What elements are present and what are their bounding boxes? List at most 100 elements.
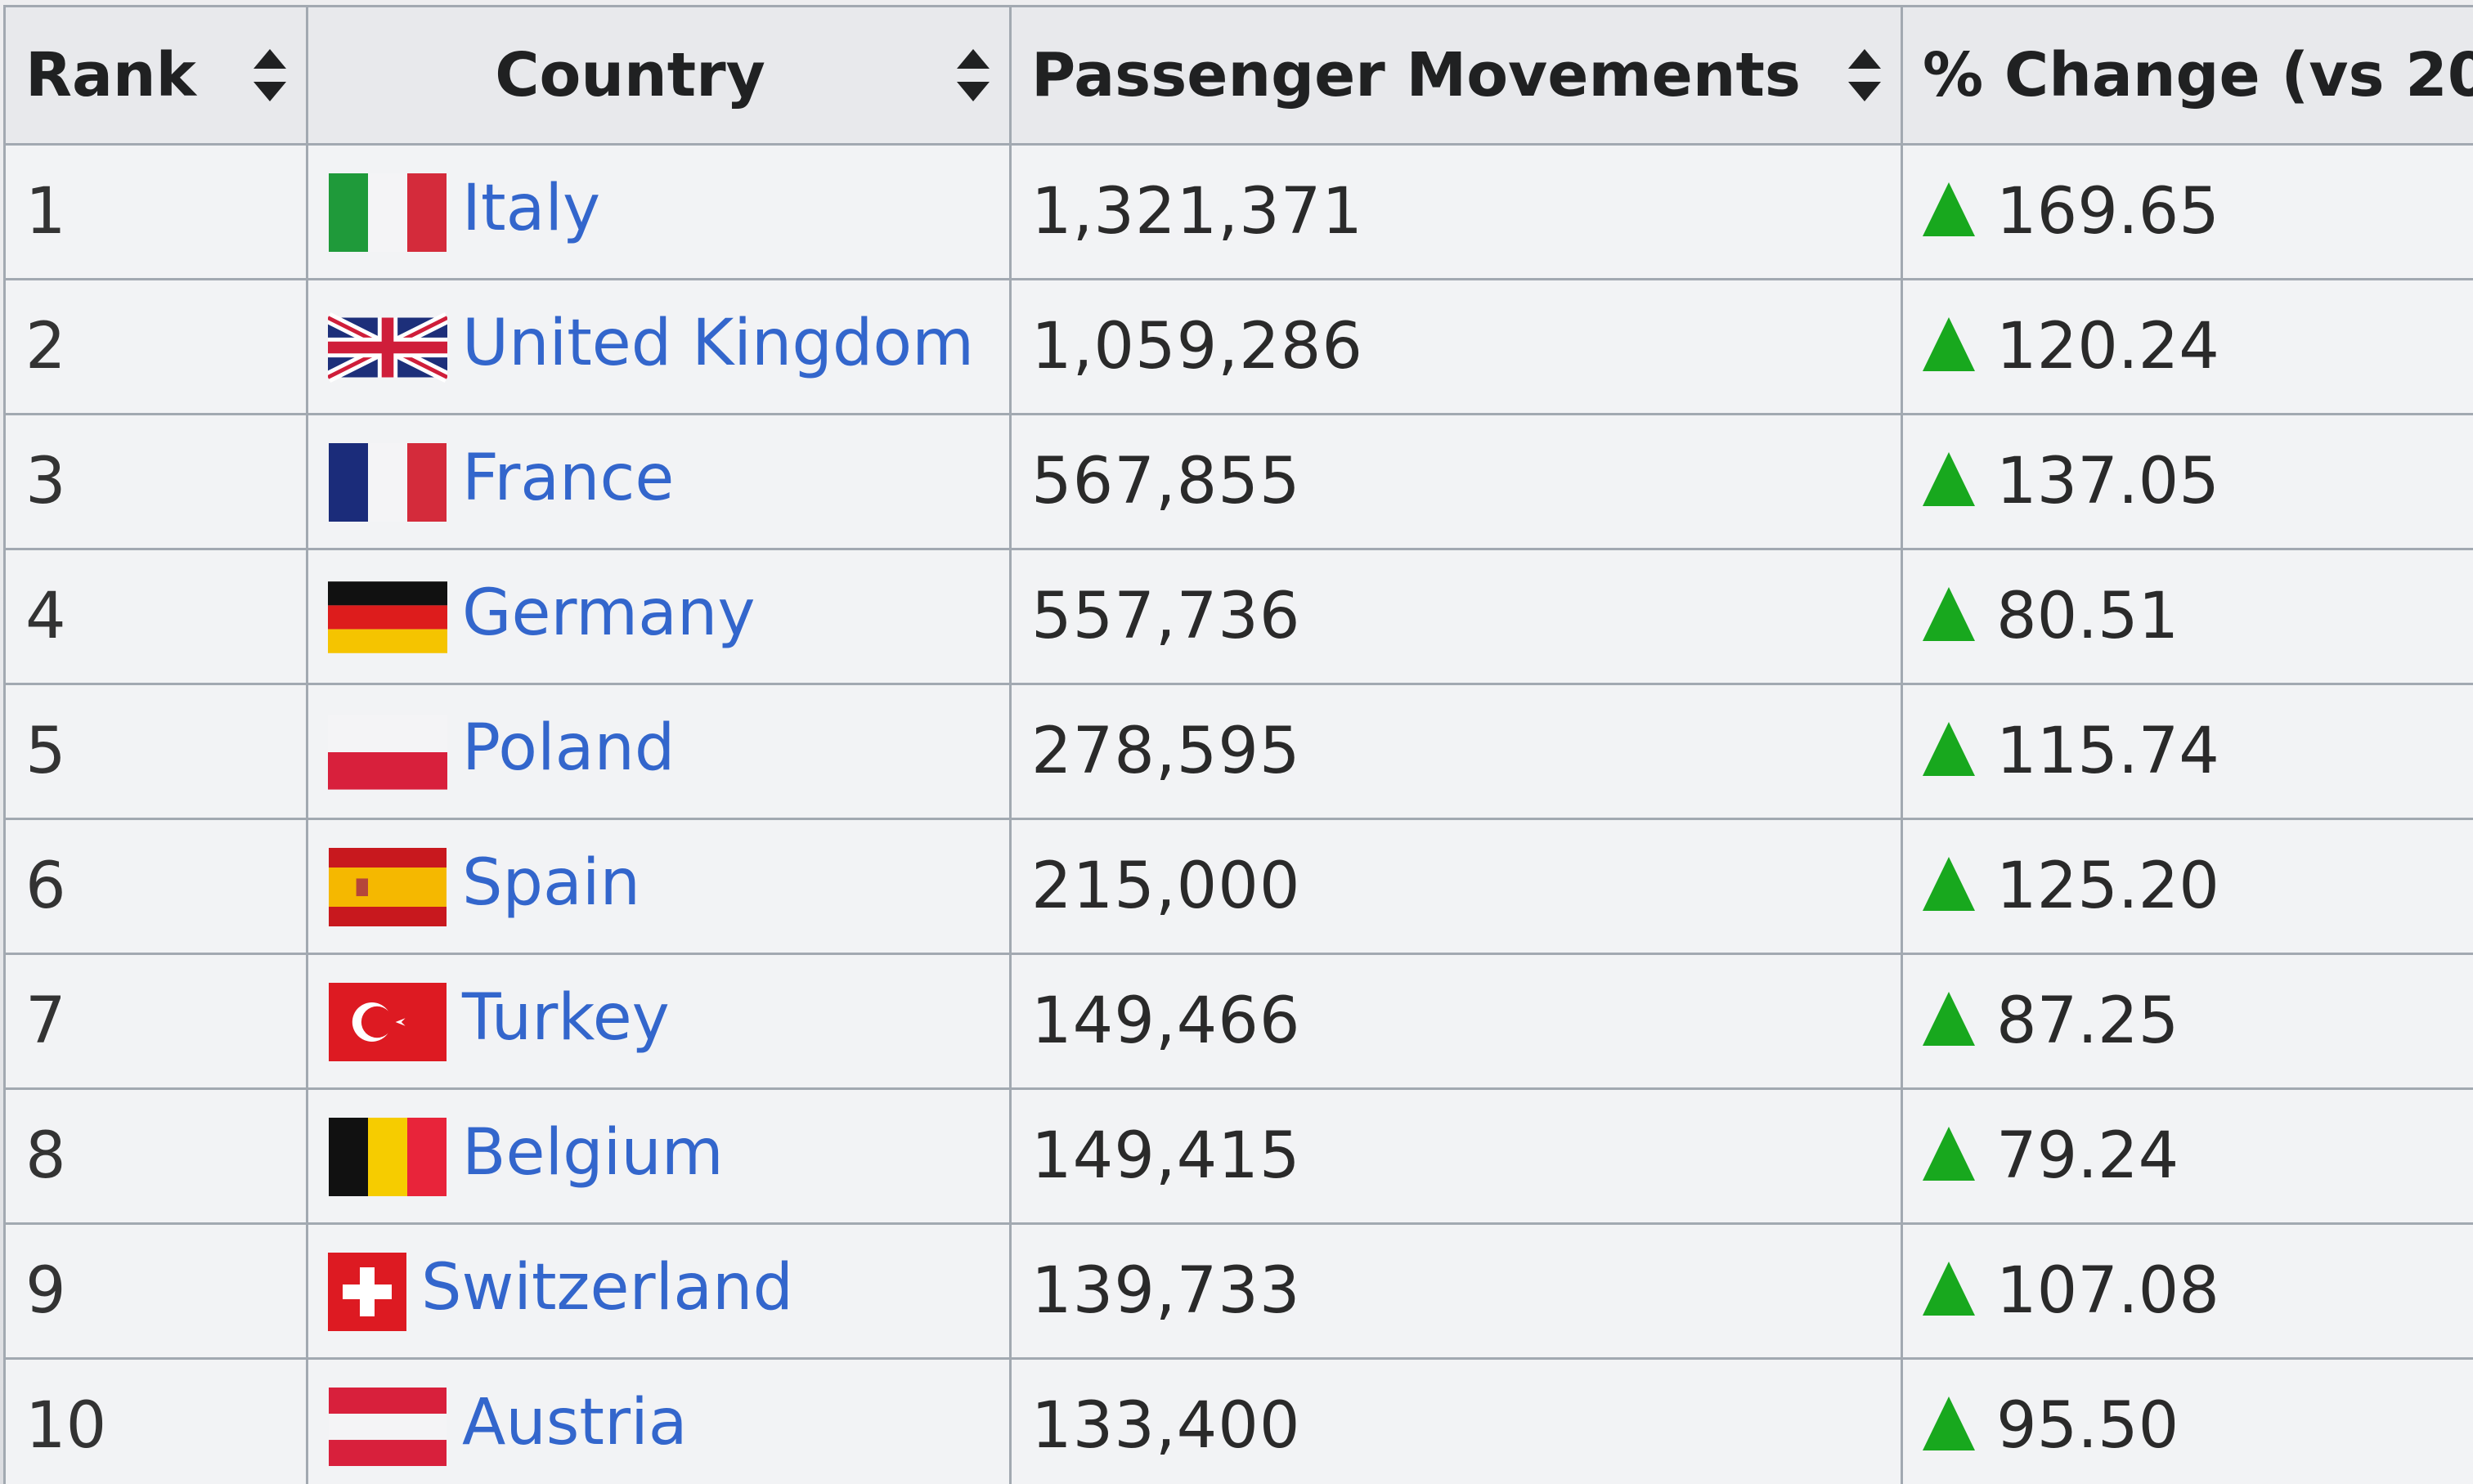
- rank-cell: 5: [3, 683, 308, 820]
- change-header-label: % Change (vs 20: [1923, 40, 2473, 110]
- table-row: 8 Belgium 149,415 79.24: [3, 1087, 2473, 1225]
- rank-cell: 6: [3, 818, 308, 955]
- country-cell: Austria: [306, 1357, 1012, 1484]
- increase-arrow-icon: [1923, 452, 1975, 506]
- passengers-cell: 557,736: [1009, 548, 1903, 685]
- table-row: 10 Austria 133,400 95.50: [3, 1357, 2473, 1484]
- table-row: 3 France 567,855 137.05: [3, 413, 2473, 550]
- country-cell: United Kingdom: [306, 278, 1012, 415]
- change-value: 107.08: [1996, 1254, 2219, 1328]
- change-cell: 125.20: [1901, 818, 2473, 955]
- rank-cell: 9: [3, 1222, 308, 1360]
- country-cell: Belgium: [306, 1087, 1012, 1225]
- increase-arrow-icon: [1923, 992, 1975, 1046]
- increase-arrow-icon: [1923, 1127, 1975, 1181]
- rank-cell: 3: [3, 413, 308, 550]
- passengers-cell: 1,321,371: [1009, 143, 1903, 280]
- country-header[interactable]: Country: [306, 5, 1012, 146]
- passengers-cell: 133,400: [1009, 1357, 1903, 1484]
- change-cell: 95.50: [1901, 1357, 2473, 1484]
- passengers-cell: 1,059,286: [1009, 278, 1903, 415]
- airport-country-table: Rank Country Passenger Movements: [3, 5, 2473, 1484]
- sort-icon[interactable]: [1848, 48, 1881, 102]
- rank-header-label: Rank: [25, 40, 196, 110]
- turkey-flag-icon: [328, 982, 447, 1061]
- change-cell: 107.08: [1901, 1222, 2473, 1360]
- change-header[interactable]: % Change (vs 20: [1901, 5, 2473, 146]
- belgium-flag-icon: [328, 1117, 447, 1196]
- change-cell: 169.65: [1901, 143, 2473, 280]
- italy-flag-icon: [328, 173, 447, 252]
- passengers-cell: 149,415: [1009, 1087, 1903, 1225]
- change-value: 120.24: [1996, 310, 2219, 383]
- change-cell: 115.74: [1901, 683, 2473, 820]
- rank-cell: 8: [3, 1087, 308, 1225]
- change-cell: 80.51: [1901, 548, 2473, 685]
- country-link[interactable]: Poland: [462, 711, 675, 786]
- country-link[interactable]: Austria: [462, 1386, 688, 1460]
- increase-arrow-icon: [1923, 182, 1975, 236]
- rank-cell: 10: [3, 1357, 308, 1484]
- increase-arrow-icon: [1923, 1397, 1975, 1450]
- austria-flag-icon: [328, 1387, 447, 1466]
- increase-arrow-icon: [1923, 857, 1975, 911]
- increase-arrow-icon: [1923, 722, 1975, 776]
- country-link[interactable]: Italy: [462, 172, 601, 246]
- table-row: 2 United Kingdom 1,059,286 120.24: [3, 278, 2473, 415]
- sort-icon[interactable]: [957, 48, 990, 102]
- passengers-header[interactable]: Passenger Movements: [1009, 5, 1903, 146]
- country-link[interactable]: United Kingdom: [462, 307, 975, 381]
- table-row: 1 Italy 1,321,371 169.65: [3, 143, 2473, 280]
- country-cell: Spain: [306, 818, 1012, 955]
- country-cell: Switzerland: [306, 1222, 1012, 1360]
- header-row: Rank Country Passenger Movements: [3, 5, 2473, 146]
- rank-cell: 1: [3, 143, 308, 280]
- table-row: 9 Switzerland 139,733 107.08: [3, 1222, 2473, 1360]
- country-header-label: Country: [495, 40, 765, 110]
- country-link[interactable]: Germany: [462, 576, 756, 651]
- change-value: 95.50: [1996, 1389, 2179, 1463]
- france-flag-icon: [328, 442, 447, 522]
- change-value: 137.05: [1996, 445, 2219, 518]
- change-value: 79.24: [1996, 1119, 2179, 1193]
- passengers-cell: 139,733: [1009, 1222, 1903, 1360]
- rank-cell: 2: [3, 278, 308, 415]
- change-value: 87.25: [1996, 984, 2179, 1058]
- country-cell: Poland: [306, 683, 1012, 820]
- increase-arrow-icon: [1923, 317, 1975, 371]
- spain-flag-icon: [328, 847, 447, 926]
- increase-arrow-icon: [1923, 587, 1975, 641]
- change-value: 80.51: [1996, 580, 2179, 653]
- change-value: 115.74: [1996, 715, 2219, 788]
- change-value: 169.65: [1996, 175, 2219, 249]
- germany-flag-icon: [328, 578, 447, 657]
- rank-header[interactable]: Rank: [3, 5, 308, 146]
- passengers-cell: 567,855: [1009, 413, 1903, 550]
- passengers-cell: 215,000: [1009, 818, 1903, 955]
- change-value: 125.20: [1996, 850, 2219, 923]
- change-cell: 79.24: [1901, 1087, 2473, 1225]
- change-cell: 87.25: [1901, 953, 2473, 1090]
- country-cell: Turkey: [306, 953, 1012, 1090]
- rank-cell: 7: [3, 953, 308, 1090]
- sort-icon[interactable]: [254, 48, 286, 102]
- country-cell: Germany: [306, 548, 1012, 685]
- table-row: 6 Spain 215,000 125.20: [3, 818, 2473, 955]
- uk-flag-icon: [328, 308, 447, 387]
- passengers-cell: 278,595: [1009, 683, 1903, 820]
- passengers-cell: 149,466: [1009, 953, 1903, 1090]
- country-cell: Italy: [306, 143, 1012, 280]
- table-row: 5 Poland 278,595 115.74: [3, 683, 2473, 820]
- country-link[interactable]: Spain: [462, 846, 640, 921]
- switzerland-flag-icon: [328, 1252, 406, 1331]
- country-link[interactable]: Belgium: [462, 1116, 724, 1190]
- country-link[interactable]: France: [462, 442, 675, 516]
- country-cell: France: [306, 413, 1012, 550]
- country-link[interactable]: Turkey: [462, 981, 670, 1056]
- table-row: 7 Turkey 149,466 87.25: [3, 953, 2473, 1090]
- change-cell: 137.05: [1901, 413, 2473, 550]
- poland-flag-icon: [328, 713, 447, 791]
- country-link[interactable]: Switzerland: [421, 1251, 793, 1325]
- increase-arrow-icon: [1923, 1262, 1975, 1316]
